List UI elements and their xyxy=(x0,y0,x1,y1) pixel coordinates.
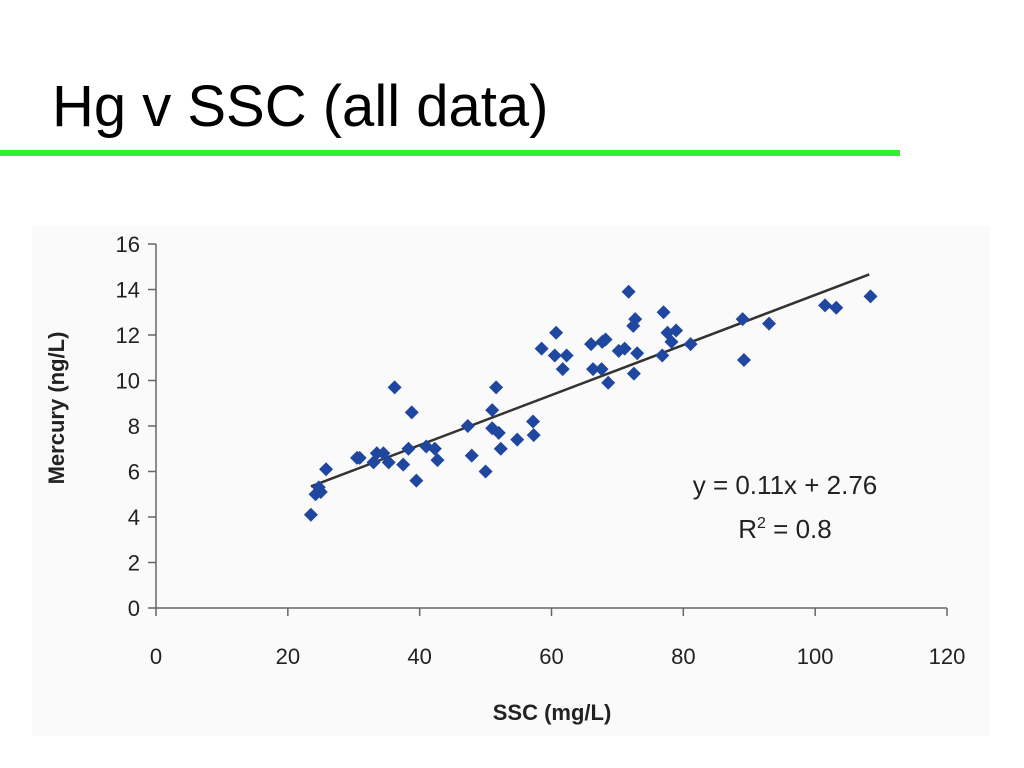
y-tick-label: 4 xyxy=(128,505,140,530)
data-point xyxy=(376,446,391,461)
y-tick-label: 16 xyxy=(116,232,140,257)
y-axis-title: Mercury (ng/L) xyxy=(44,332,69,485)
data-point xyxy=(430,453,445,468)
data-point xyxy=(584,337,599,352)
data-point xyxy=(762,316,777,331)
data-point xyxy=(491,425,506,440)
data-point xyxy=(818,298,833,313)
data-point xyxy=(664,334,679,349)
y-axis-ticks: 0 2 4 6 8 10 12 14 16 xyxy=(116,232,156,621)
y-tick-label: 0 xyxy=(128,596,140,621)
data-point xyxy=(598,332,613,347)
x-tick-label: 20 xyxy=(276,644,300,669)
data-point xyxy=(396,457,411,472)
y-tick-label: 2 xyxy=(128,551,140,576)
data-point xyxy=(628,312,643,327)
x-tick-label: 0 xyxy=(150,644,162,669)
data-point xyxy=(601,375,616,390)
x-tick-label: 80 xyxy=(671,644,695,669)
x-tick-label: 40 xyxy=(407,644,431,669)
data-point xyxy=(526,428,541,443)
data-point xyxy=(319,462,334,477)
y-tick-label: 12 xyxy=(116,323,140,348)
data-point xyxy=(626,318,641,333)
data-point xyxy=(669,323,684,338)
data-point xyxy=(510,432,525,447)
trendline-equation: y = 0.11x + 2.76 xyxy=(693,470,878,500)
data-point xyxy=(655,348,670,363)
data-point xyxy=(303,507,318,522)
x-tick-label: 100 xyxy=(797,644,834,669)
data-point xyxy=(626,366,641,381)
r-squared-value: = 0.8 xyxy=(766,514,832,544)
data-points xyxy=(303,284,878,522)
data-point xyxy=(829,300,844,315)
data-point xyxy=(409,473,424,488)
title-underline xyxy=(0,150,900,156)
data-point xyxy=(630,346,645,361)
data-point xyxy=(735,312,750,327)
chart-panel: 0 2 4 6 8 10 12 14 16 0 20 40 60 80 100 120 SSC (mg/L)… xyxy=(32,226,990,736)
data-point xyxy=(656,305,671,320)
chart-axes xyxy=(155,244,947,609)
r-squared-label: R2 = 0.8 xyxy=(738,514,831,544)
data-point xyxy=(478,464,493,479)
data-point xyxy=(493,441,508,456)
data-point xyxy=(547,348,562,363)
data-point xyxy=(534,341,549,356)
data-point xyxy=(427,441,442,456)
data-point xyxy=(401,441,416,456)
data-point xyxy=(863,289,878,304)
data-point xyxy=(611,343,626,358)
data-point xyxy=(594,362,609,377)
x-tick-label: 120 xyxy=(929,644,966,669)
y-tick-label: 10 xyxy=(116,369,140,394)
x-axis-title: SSC (mg/L) xyxy=(493,700,612,725)
data-point xyxy=(736,353,751,368)
r-squared-superscript: 2 xyxy=(757,515,766,532)
data-point xyxy=(555,362,570,377)
x-tick-label: 60 xyxy=(539,644,563,669)
y-tick-label: 6 xyxy=(128,460,140,485)
data-point xyxy=(485,403,500,418)
y-tick-label: 8 xyxy=(128,414,140,439)
data-point xyxy=(586,362,601,377)
data-point xyxy=(313,484,328,499)
x-axis-ticks: 0 20 40 60 80 100 120 xyxy=(150,608,965,669)
data-point xyxy=(352,450,367,465)
data-point xyxy=(489,380,504,395)
data-point xyxy=(404,405,419,420)
data-point xyxy=(464,448,479,463)
r-squared-base: R xyxy=(738,514,757,544)
data-point xyxy=(526,414,541,429)
data-point xyxy=(387,380,402,395)
data-point xyxy=(621,284,636,299)
data-point xyxy=(549,325,564,340)
slide-title: Hg v SSC (all data) xyxy=(52,74,549,139)
y-tick-label: 14 xyxy=(116,278,140,303)
data-point xyxy=(683,337,698,352)
scatter-chart: 0 2 4 6 8 10 12 14 16 0 20 40 60 80 100 120 SSC (mg/L)… xyxy=(44,232,965,725)
data-point xyxy=(617,341,632,356)
data-point xyxy=(559,348,574,363)
data-point xyxy=(381,455,396,470)
data-point xyxy=(460,419,475,433)
